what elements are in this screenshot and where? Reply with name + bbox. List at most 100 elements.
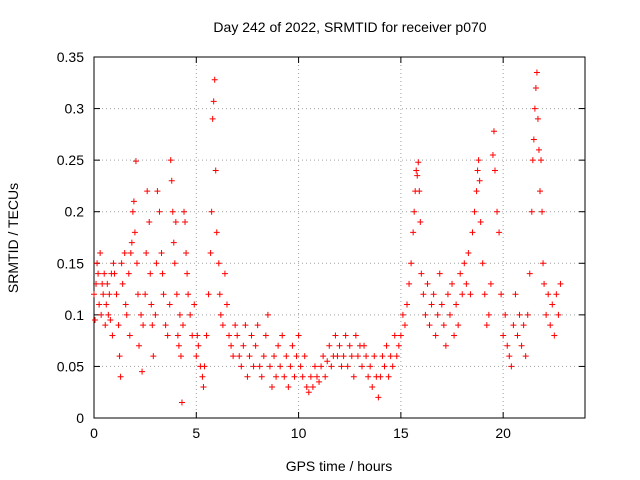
data-point: [313, 373, 320, 380]
data-point: [411, 208, 418, 215]
data-point: [264, 311, 271, 318]
y-tick-label: 0.05: [57, 358, 84, 374]
data-point: [496, 229, 503, 236]
data-point: [434, 311, 441, 318]
data-point: [401, 322, 408, 329]
data-point: [531, 105, 538, 112]
data-point: [457, 270, 464, 277]
data-point: [538, 157, 545, 164]
data-point: [209, 115, 216, 122]
data-point: [246, 353, 253, 360]
data-point: [293, 353, 300, 360]
data-point: [354, 353, 361, 360]
data-point: [189, 332, 196, 339]
data-point: [494, 208, 501, 215]
data-point: [143, 249, 150, 256]
data-point: [268, 384, 275, 391]
data-point: [455, 322, 462, 329]
data-point: [123, 311, 130, 318]
data-point: [156, 208, 163, 215]
data-point: [109, 332, 116, 339]
data-point: [175, 342, 182, 349]
data-point: [230, 353, 237, 360]
data-point: [520, 322, 527, 329]
data-point: [303, 384, 310, 391]
data-point: [295, 332, 302, 339]
data-point: [256, 363, 263, 370]
data-point: [406, 280, 413, 287]
data-point: [471, 208, 478, 215]
data-point: [474, 167, 481, 174]
data-point: [479, 260, 486, 267]
data-point: [414, 172, 421, 179]
data-point: [498, 291, 505, 298]
data-point: [541, 280, 548, 287]
data-point: [377, 373, 384, 380]
data-point: [389, 363, 396, 370]
data-point: [210, 98, 217, 105]
data-point: [178, 399, 185, 406]
data-point: [322, 373, 329, 380]
data-point: [147, 270, 154, 277]
chart-title: Day 242 of 2022, SRMTID for receiver p07…: [213, 19, 486, 35]
data-point: [173, 291, 180, 298]
data-point: [94, 260, 101, 267]
data-point: [551, 332, 558, 339]
data-point: [449, 280, 456, 287]
data-point: [485, 311, 492, 318]
data-point: [285, 384, 292, 391]
data-point: [553, 291, 560, 298]
data-point: [185, 291, 192, 298]
data-point: [234, 332, 241, 339]
data-point: [159, 270, 166, 277]
data-point: [122, 301, 129, 308]
data-point: [212, 167, 219, 174]
data-point: [167, 157, 174, 164]
data-point: [93, 280, 100, 287]
data-point: [170, 239, 177, 246]
x-tick-label: 5: [192, 425, 200, 441]
data-point: [530, 136, 537, 143]
data-point: [334, 353, 341, 360]
data-point: [473, 188, 480, 195]
data-point: [430, 291, 437, 298]
data-point: [176, 311, 183, 318]
data-point: [219, 322, 226, 329]
data-point: [459, 291, 466, 298]
data-point: [540, 260, 547, 267]
data-point: [342, 332, 349, 339]
data-point: [205, 291, 212, 298]
data-point: [316, 378, 323, 385]
data-point: [184, 270, 191, 277]
data-point: [536, 188, 543, 195]
y-tick-label: 0.15: [57, 255, 84, 271]
data-point: [422, 311, 429, 318]
data-point: [121, 249, 128, 256]
data-point: [413, 167, 420, 174]
data-point: [338, 363, 345, 370]
data-point: [375, 394, 382, 401]
data-point: [223, 301, 230, 308]
data-point: [305, 389, 312, 396]
x-axis-ticks: 0 5 10 15 20: [90, 57, 511, 441]
data-point: [393, 353, 400, 360]
data-point: [557, 280, 564, 287]
data-point: [359, 363, 366, 370]
y-tick-label: 0.1: [65, 307, 85, 323]
data-point: [543, 311, 550, 318]
data-point: [242, 322, 249, 329]
data-point: [95, 270, 102, 277]
data-point: [260, 353, 267, 360]
data-point: [100, 291, 107, 298]
data-point: [275, 342, 282, 349]
data-point: [215, 260, 222, 267]
data-point: [417, 219, 424, 226]
data-point: [183, 249, 190, 256]
data-point: [132, 158, 139, 165]
data-point: [182, 219, 189, 226]
data-point: [453, 301, 460, 308]
data-point: [248, 332, 255, 339]
data-point: [416, 188, 423, 195]
data-point: [307, 373, 314, 380]
